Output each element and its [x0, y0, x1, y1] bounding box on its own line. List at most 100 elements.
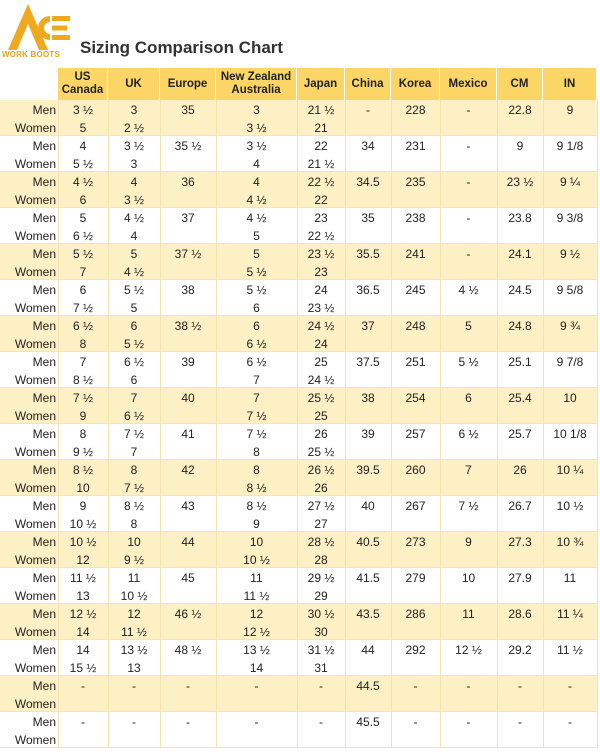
men-size: -	[186, 678, 190, 693]
men-size: 35 ½	[174, 138, 202, 153]
men-size: 6	[253, 318, 260, 333]
men-size: 279	[405, 570, 426, 585]
row-label: Men	[32, 318, 56, 333]
men-size: 23	[314, 210, 328, 225]
men-size: 11	[563, 570, 577, 585]
men-size: 9	[465, 534, 472, 549]
women-size: 6 ½	[246, 336, 267, 351]
men-size: 5	[253, 246, 260, 261]
row-label: Women	[14, 192, 56, 207]
men-size: 27.9	[508, 570, 532, 585]
men-size: 7	[253, 390, 260, 405]
women-size: 8	[253, 444, 260, 459]
women-size: 6	[253, 300, 260, 315]
header-blank	[0, 68, 58, 100]
men-size: 9 1/8	[556, 138, 584, 153]
row-label: Women	[14, 156, 56, 171]
women-size: 4 ½	[246, 192, 267, 207]
men-size: 4	[79, 138, 87, 153]
title: Sizing Comparison Chart	[80, 38, 284, 57]
men-size: 7 ½	[458, 498, 479, 513]
men-size: 10	[563, 390, 577, 405]
men-size: 6	[465, 390, 472, 405]
men-size: 25.4	[508, 390, 532, 405]
men-size: 38 ½	[174, 318, 202, 333]
men-size: 4 ½	[123, 210, 144, 225]
men-size: 25	[314, 354, 328, 369]
column-header: CM	[497, 68, 543, 100]
men-size: 228	[405, 102, 426, 117]
logo	[8, 4, 70, 50]
men-size: 37.5	[356, 354, 380, 369]
column-divider	[440, 100, 441, 748]
women-size: 12	[76, 552, 90, 567]
column-header: Japan	[297, 68, 345, 100]
men-size: 23 ½	[307, 246, 335, 261]
men-size: 9	[516, 138, 524, 153]
women-size: 30	[314, 624, 328, 639]
column-header: Mexico	[440, 68, 497, 100]
women-size: 9 ½	[72, 444, 93, 459]
men-size: -	[466, 138, 471, 153]
men-size: -	[568, 678, 572, 693]
women-size: 7	[130, 444, 138, 459]
men-size: -	[518, 678, 522, 693]
men-size: -	[413, 714, 418, 729]
men-size: 13 ½	[120, 642, 148, 657]
men-size: 6 ½	[246, 354, 267, 369]
men-size: 6	[130, 318, 138, 333]
row-label: Men	[32, 678, 56, 693]
row-label: Women	[14, 336, 56, 351]
row-label: Men	[32, 354, 56, 369]
men-size: 5	[130, 246, 138, 261]
women-size: 5	[79, 120, 87, 135]
men-size: 24.5	[508, 282, 532, 297]
men-size: 21 ½	[307, 102, 335, 117]
men-size: 11 ½	[70, 570, 96, 585]
men-size: -	[466, 678, 471, 693]
women-size: 13	[127, 660, 141, 675]
men-size: 5	[79, 210, 87, 225]
men-size: 11 ½	[557, 642, 583, 657]
men-size: 7	[465, 462, 472, 477]
row-label: Men	[32, 642, 56, 657]
men-size: 10	[127, 534, 141, 549]
row-label: Women	[14, 624, 56, 639]
row-label: Women	[14, 516, 56, 531]
women-size: 14	[76, 624, 90, 639]
women-size: 4	[130, 228, 138, 243]
column-divider	[297, 100, 298, 748]
men-size: 9	[566, 102, 574, 117]
men-size: 35	[181, 102, 195, 117]
men-size: 10 ½	[556, 498, 584, 513]
men-size: 8 ½	[123, 498, 144, 513]
men-size: 44	[181, 534, 195, 549]
men-size: -	[254, 678, 259, 693]
men-size: 10 ½	[69, 534, 97, 549]
men-size: 31 ½	[307, 642, 335, 657]
men-size: 8 ½	[72, 462, 93, 477]
men-size: -	[319, 714, 323, 729]
row-label: Men	[32, 498, 56, 513]
men-size: 9	[79, 498, 87, 513]
row-label: Men	[32, 426, 56, 441]
men-size: 24.8	[508, 318, 532, 333]
men-size: 22 ½	[307, 174, 335, 189]
women-size: 6	[79, 192, 87, 207]
men-size: 3 ½	[246, 138, 267, 153]
column-divider	[391, 100, 392, 748]
men-size: 3	[130, 102, 138, 117]
men-size: 5 ½	[123, 282, 144, 297]
women-size: 9	[79, 408, 87, 423]
men-size: 29 ½	[307, 570, 335, 585]
men-size: -	[466, 210, 471, 225]
women-size: 7	[79, 264, 87, 279]
women-size: 26	[314, 480, 328, 495]
men-size: 27 ½	[307, 498, 335, 513]
row-label: Women	[14, 732, 56, 747]
men-size: 30 ½	[307, 606, 335, 621]
men-size: 37	[181, 210, 195, 225]
women-size: 25	[314, 408, 328, 423]
